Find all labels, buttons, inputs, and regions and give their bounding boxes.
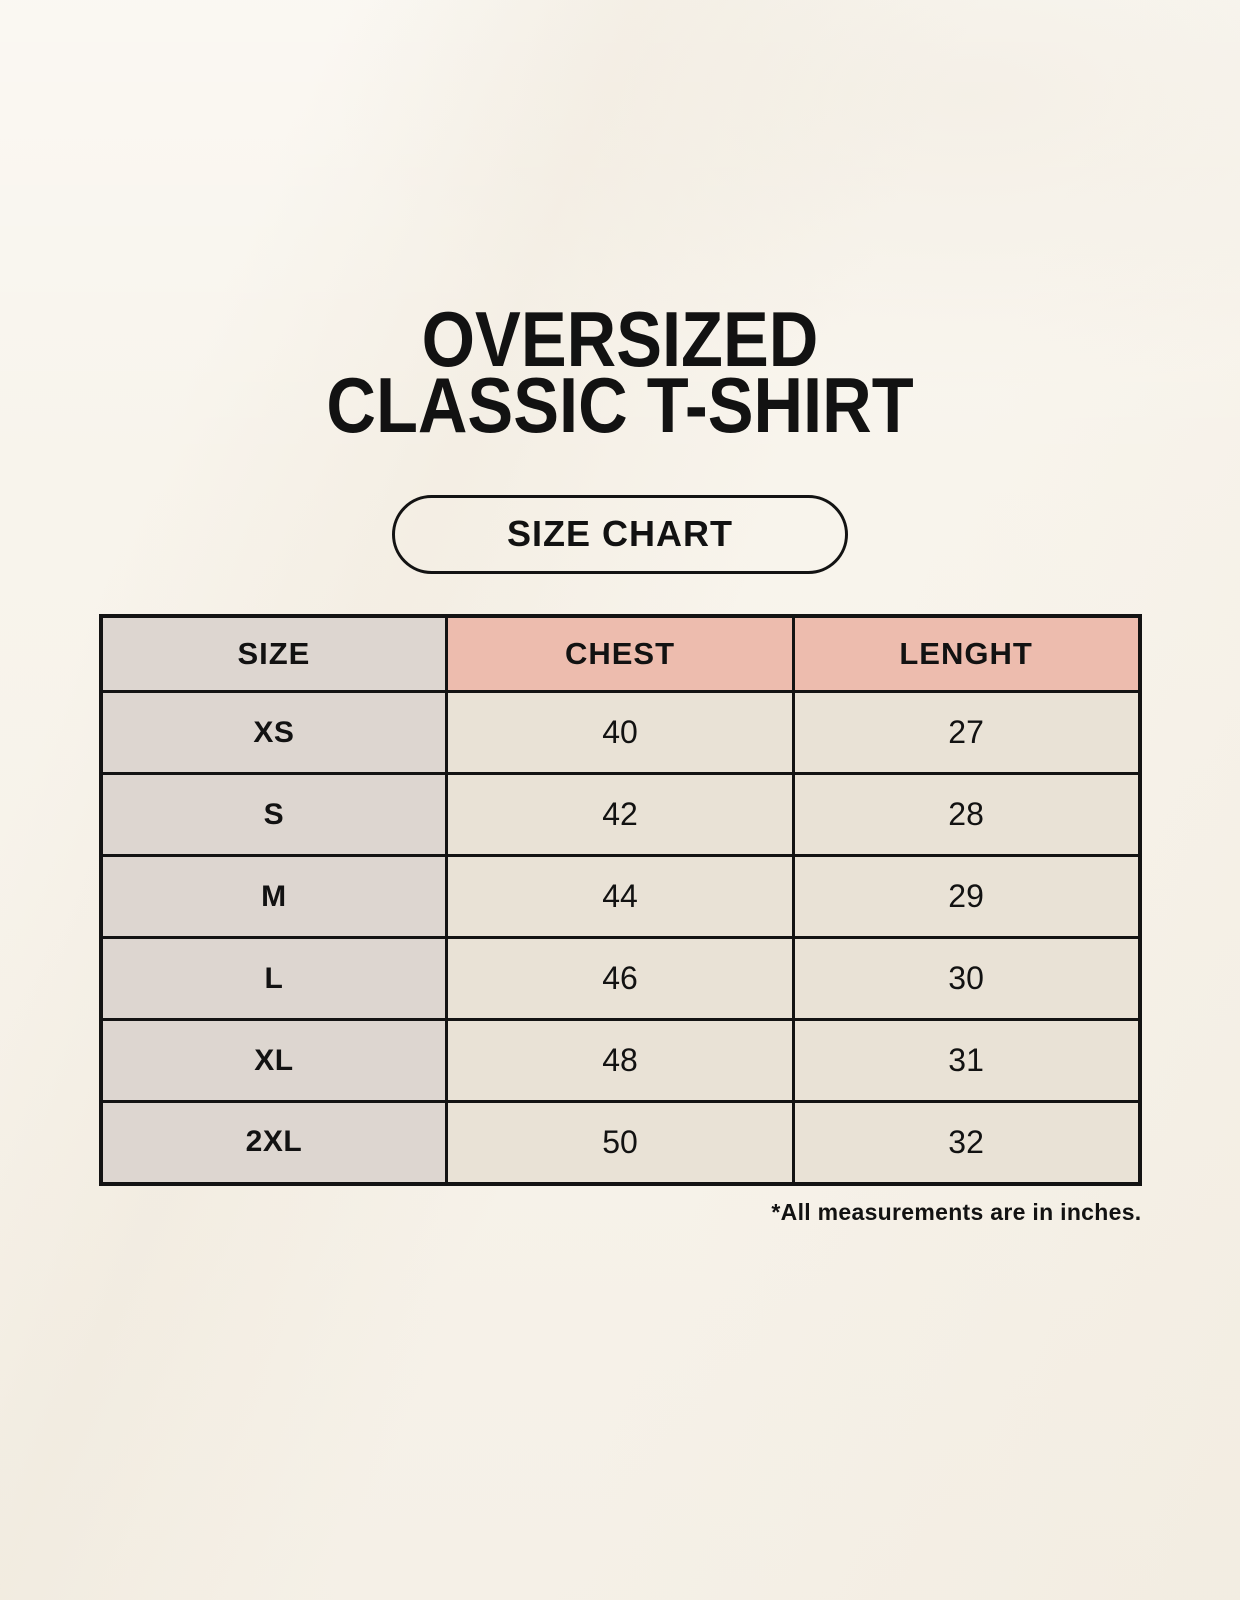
size-cell: S [98, 772, 449, 858]
chest-cell: 42 [445, 772, 795, 858]
measurements-footnote: *All measurements are in inches. [771, 1198, 1142, 1225]
size-table-container: SIZE CHEST LENGHT XS 40 27 S 42 28 M [98, 613, 1142, 1226]
table-row-xs: XS 40 27 [98, 690, 1142, 776]
size-table: SIZE CHEST LENGHT XS 40 27 S 42 28 M [98, 613, 1142, 1186]
page-title-line1: OVERSIZED [421, 295, 819, 383]
header-cell-chest: CHEST [445, 614, 795, 694]
chest-cell: 44 [445, 854, 795, 940]
chest-cell: 46 [445, 936, 795, 1022]
length-cell: 29 [791, 854, 1142, 940]
table-header-row: SIZE CHEST LENGHT [98, 614, 1142, 694]
header-cell-size: SIZE [98, 614, 449, 694]
table-row-s: S 42 28 [98, 772, 1142, 858]
size-cell: XL [98, 1018, 449, 1104]
table-row-l: L 46 30 [98, 936, 1142, 1022]
size-cell: L [98, 936, 449, 1022]
table-row-m: M 44 29 [98, 854, 1142, 940]
size-chart-poster: OVERSIZED CLASSIC T-SHIRT SIZE CHART SIZ… [74, 295, 1165, 1226]
page-title-line2: CLASSIC T-SHIRT [326, 361, 914, 450]
size-cell: M [98, 854, 449, 940]
length-cell: 27 [791, 690, 1142, 776]
size-chart-badge: SIZE CHART [392, 494, 848, 574]
length-cell: 32 [791, 1100, 1142, 1186]
length-cell: 31 [791, 1018, 1142, 1104]
chest-cell: 40 [445, 690, 795, 776]
header-cell-lenght: LENGHT [791, 614, 1142, 694]
page-title: OVERSIZED CLASSIC T-SHIRT [74, 295, 1165, 450]
table-row-2xl: 2XL 50 32 [98, 1100, 1142, 1186]
size-chart-badge-label: SIZE CHART [507, 513, 733, 555]
length-cell: 30 [791, 936, 1142, 1022]
length-cell: 28 [791, 772, 1142, 858]
table-row-xl: XL 48 31 [98, 1018, 1142, 1104]
chest-cell: 50 [445, 1100, 795, 1186]
chest-cell: 48 [445, 1018, 795, 1104]
size-cell: 2XL [98, 1100, 449, 1186]
size-cell: XS [98, 690, 449, 776]
